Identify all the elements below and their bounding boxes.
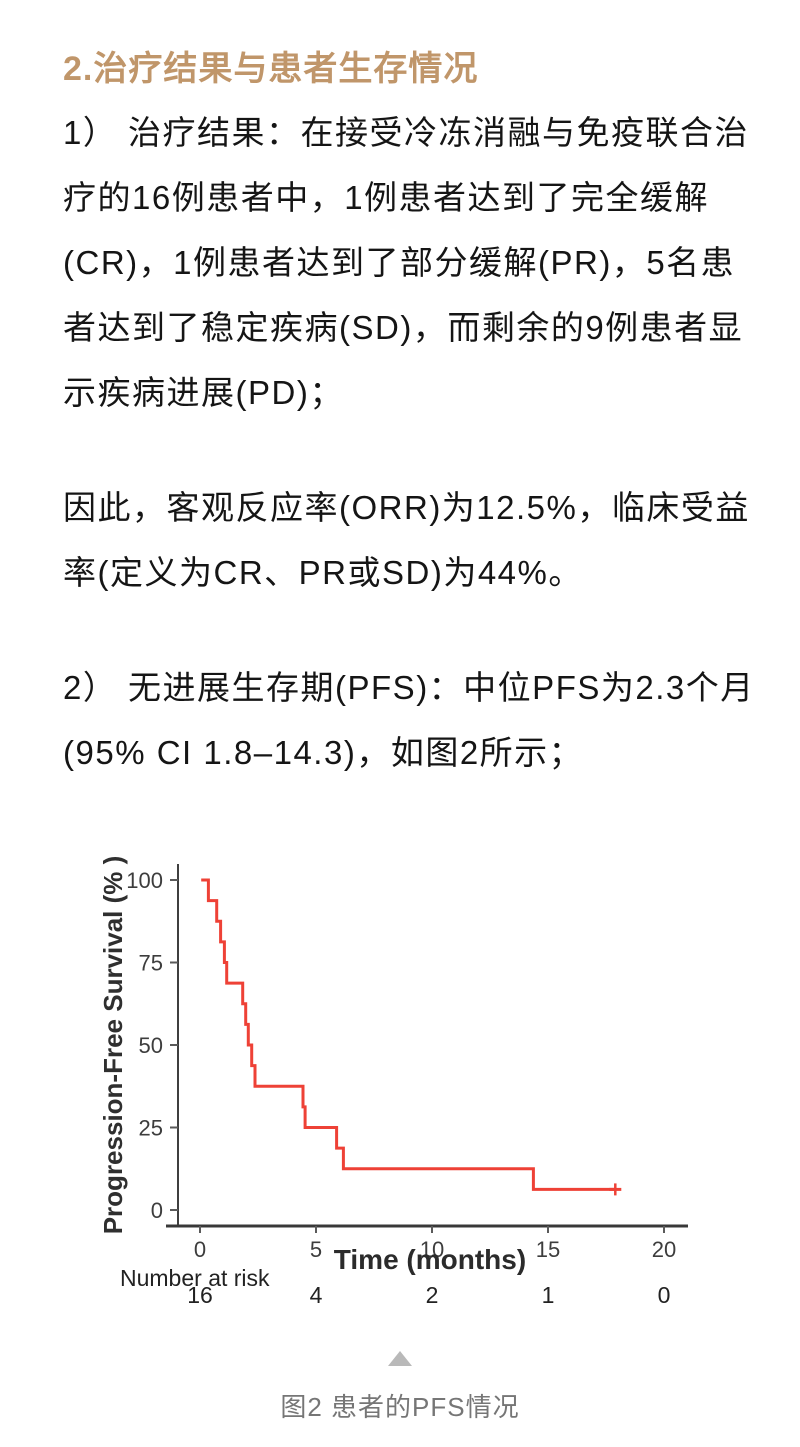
y-tick-label: 50 [139,1033,163,1058]
x-tick-label: 20 [652,1237,676,1262]
text-line: 者达到了稳定疾病(SD)，而剩余的9例患者显 [63,309,744,346]
text-line: (95% CI 1.8–14.3)，如图2所示； [63,734,584,771]
text-line: 1） 治疗结果：在接受冷冻消融与免疫联合治 [63,114,750,151]
figure-caption: 图2 患者的PFS情况 [280,1392,520,1422]
x-tick-label: 10 [420,1237,444,1262]
paragraph-treatment-results: 1） 治疗结果：在接受冷冻消融与免疫联合治 疗的16例患者中，1例患者达到了完全缓… [63,100,750,425]
x-axis-title: Time (months) [334,1244,526,1275]
number-at-risk-value: 0 [658,1282,671,1308]
pfs-chart-figure: 0 25 50 75 100 0 5 10 15 20 Progression-Free Survi… [0,845,800,1315]
x-tick-label: 5 [310,1237,322,1262]
triangle-up-icon[interactable] [388,1351,412,1366]
y-tick-label: 100 [126,868,163,893]
text-line: 率(定义为CR、PR或SD)为44%。 [63,554,583,591]
paragraph-orr-cbr: 因此，客观反应率(ORR)为12.5%，临床受益 率(定义为CR、PR或SD)为4… [63,475,750,605]
y-tick-label: 75 [139,951,163,976]
x-tick-label: 0 [194,1237,206,1262]
text-line: 2） 无进展生存期(PFS)：中位PFS为2.3个月 [63,669,755,706]
y-tick-label: 0 [151,1198,163,1223]
x-tick-label: 15 [536,1237,560,1262]
number-at-risk-value: 1 [542,1282,555,1308]
text-line: 疗的16例患者中，1例患者达到了完全缓解 [63,179,710,216]
text-line: 示疾病进展(PD)； [63,374,344,411]
text-line: 因此，客观反应率(ORR)为12.5%，临床受益 [63,489,750,526]
km-curve [201,878,616,1191]
y-tick-label: 25 [139,1116,163,1141]
section-heading: 2.治疗结果与患者生存情况 [63,50,479,88]
number-at-risk-value: 4 [310,1282,323,1308]
text-line: (CR)，1例患者达到了部分缓解(PR)，5名患 [63,244,736,281]
number-at-risk-value: 2 [426,1282,439,1308]
paragraph-pfs: 2） 无进展生存期(PFS)：中位PFS为2.3个月 (95% CI 1.8–14… [63,655,755,785]
number-at-risk-value: 16 [187,1282,213,1308]
number-at-risk-label: Number at risk [120,1265,270,1291]
y-axis-title: Progression-Free Survival (% ) [98,856,128,1235]
